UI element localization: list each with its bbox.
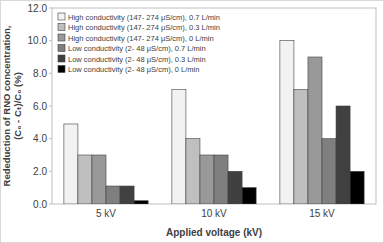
legend-swatch [58,13,65,20]
legend-swatch [58,55,65,62]
legend-swatch [58,34,65,41]
bar [200,155,214,204]
legend-label: High conductivity (147- 274 μS/cm), 0.3 … [68,23,220,32]
y-tick [49,106,52,107]
legend-label: High conductivity (147- 274 μS/cm), 0.7 … [68,13,220,22]
y-tick-label: 2.0 [33,166,47,177]
legend-swatch [58,45,65,52]
y-axis-label: Rededuction of RNO concentration, [1,26,12,187]
bar [106,186,120,204]
chart-border [1,1,384,243]
bar [134,201,148,204]
y-tick [49,171,52,172]
bar [64,124,78,204]
x-axis-label: Applied voltage (kV) [166,227,262,238]
bar [172,90,186,204]
bar [186,139,200,204]
x-tick-label: 5 kV [96,208,116,219]
x-tick-label: 10 kV [201,208,227,219]
legend-label: Low conductivity (2- 48 μS/cm), 0.7 L/mi… [68,44,206,53]
bar [280,41,294,204]
y-tick-label: 4.0 [33,133,47,144]
legend-label: Low conductivity (2- 48 μS/cm), 0 L/min [68,65,199,74]
x-tick-label: 15 kV [309,208,335,219]
y-tick [49,138,52,139]
y-tick-label: 8.0 [33,68,47,79]
bar [350,171,364,204]
bar [120,186,134,204]
y-axis-label: (C₀ - Cₜ)/C₀ (%) [12,72,23,140]
legend-label: Low conductivity (2- 48 μS/cm), 0.3 L/mi… [68,55,206,64]
bar [336,106,350,204]
plot-frame [52,8,376,204]
y-tick-label: 10.0 [28,35,48,46]
y-tick-label: 0.0 [33,199,47,210]
legend-swatch [58,66,65,73]
bars [64,41,364,204]
bar [322,139,336,204]
y-tick [49,204,52,205]
bar [308,57,322,204]
bar [92,155,106,204]
bar [78,155,92,204]
y-tick-label: 6.0 [33,101,47,112]
legend-swatch [58,24,65,31]
y-tick [49,8,52,9]
chart: 0.0 2.0 4.0 6.0 8.0 10.0 12.0 Rededuction of RN… [0,0,384,243]
bar [214,155,228,204]
y-tick-label: 12.0 [28,3,48,14]
legend-label: High conductivity (147- 274 μS/cm), 0 L/… [68,34,214,43]
bar [228,171,242,204]
bar [242,188,256,204]
bar [294,90,308,204]
y-tick [49,73,52,74]
y-tick [49,40,52,41]
